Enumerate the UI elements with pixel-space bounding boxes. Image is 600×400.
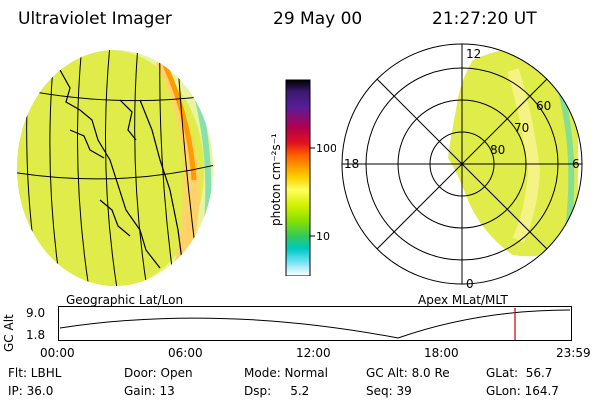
altitude-ytick-high: 9.0 [26, 306, 46, 320]
door-status: Door: Open [124, 366, 193, 380]
xtick-0600: 06:00 [168, 346, 203, 360]
auroral-emission [448, 45, 578, 257]
geographic-image [17, 50, 213, 286]
altitude-trace [59, 309, 571, 339]
colorbar-tick-high: 100 [316, 142, 336, 155]
mlt-label-left: 18 [344, 157, 359, 171]
aurora-peak [162, 63, 197, 181]
dsp-status: Dsp: 5.2 [244, 384, 310, 398]
lat-label-70: 70 [514, 121, 529, 135]
xtick-1200: 12:00 [296, 346, 331, 360]
coastlines [59, 69, 183, 269]
mlt-label-bottom: 0 [466, 277, 474, 291]
colorbar: 100 10 photon cm⁻²s⁻¹ [269, 79, 336, 276]
xtick-1800: 18:00 [424, 346, 459, 360]
image-date: 29 May 00 [273, 9, 363, 29]
filter-status: Flt: LBHL [8, 366, 62, 380]
instrument-title: Ultraviolet Imager [18, 9, 172, 29]
lat-label-80: 80 [490, 143, 505, 157]
altitude-ytick-low: 1.8 [26, 328, 46, 342]
xtick-0000: 00:00 [40, 346, 75, 360]
altitude-ylabel: GC Alt [2, 314, 16, 352]
xtick-2359: 23:59 [556, 346, 591, 360]
glat-status: GLat: 56.7 [486, 366, 553, 380]
gc-alt-status: GC Alt: 8.0 Re [366, 366, 450, 380]
polar-image: 12 18 6 0 60 70 80 [341, 43, 583, 291]
emission-band [507, 68, 541, 243]
colorbar-tick-low: 10 [316, 230, 330, 243]
glon-status: GLon: 164.7 [486, 384, 559, 398]
seq-status: Seq: 39 [366, 384, 412, 398]
ip-status: IP: 36.0 [8, 384, 54, 398]
earth-disc-glow [17, 50, 204, 286]
right-panel-label: Apex MLat/MLT [418, 293, 508, 307]
colorbar-gradient [285, 79, 311, 276]
gain-status: Gain: 13 [124, 384, 175, 398]
mlt-label-right: 6 [572, 157, 580, 171]
image-time: 21:27:20 UT [432, 9, 537, 29]
mode-status: Mode: Normal [244, 366, 328, 380]
lat-label-60: 60 [536, 99, 551, 113]
aurora-oval [156, 60, 200, 280]
colorbar-unit: photon cm⁻²s⁻¹ [269, 133, 283, 226]
left-panel-label: Geographic Lat/Lon [66, 293, 184, 307]
polar-grid [341, 43, 583, 285]
altitude-frame [58, 306, 572, 341]
altitude-plot [58, 306, 572, 341]
mlt-label-top: 12 [466, 47, 481, 61]
